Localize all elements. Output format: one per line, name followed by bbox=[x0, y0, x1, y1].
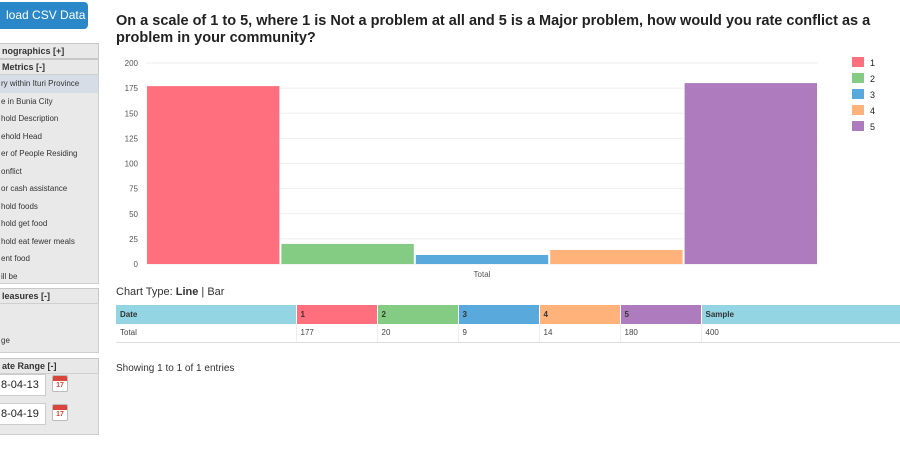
table-cell: 177 bbox=[296, 324, 378, 343]
table-row: Total 177 20 9 14 180 400 bbox=[116, 324, 900, 343]
legend-swatch bbox=[852, 121, 864, 131]
chart-legend: 1 2 3 4 5 bbox=[852, 57, 900, 137]
legend-label: 4 bbox=[870, 106, 876, 116]
bar-series-1[interactable] bbox=[147, 86, 280, 265]
metrics-section-toggle[interactable]: Metrics [-] bbox=[0, 59, 99, 75]
y-tick-label: 175 bbox=[125, 84, 139, 93]
table-cell: Total bbox=[116, 324, 297, 343]
legend-item[interactable]: 3 bbox=[852, 89, 900, 105]
calendar-icon[interactable]: 17 bbox=[52, 375, 68, 392]
measures-section-toggle[interactable]: leasures [-] bbox=[0, 288, 99, 304]
chart-type-selector: Chart Type: Line | Bar bbox=[116, 286, 224, 298]
sidebar: load CSV Data nographics [+] Metrics [-]… bbox=[0, 0, 100, 450]
bar-series-4[interactable] bbox=[550, 249, 683, 264]
start-date-input[interactable]: 8-04-13 bbox=[0, 374, 46, 396]
table-header-cell[interactable]: 4 bbox=[539, 305, 621, 324]
legend-swatch bbox=[852, 105, 864, 115]
legend-item[interactable]: 4 bbox=[852, 105, 900, 121]
demographics-section-toggle[interactable]: nographics [+] bbox=[0, 43, 99, 59]
legend-label: 1 bbox=[870, 58, 876, 68]
chart-type-bar-link[interactable]: Bar bbox=[207, 286, 225, 298]
metric-item[interactable]: ent food bbox=[1, 254, 30, 263]
bar-chart: 0 25 50 75 100 125 150 175 200 Total bbox=[125, 59, 818, 279]
metric-item[interactable]: ry within Ituri Province bbox=[0, 75, 98, 93]
metric-item[interactable]: ehold Head bbox=[1, 131, 42, 141]
table-header-cell[interactable]: Sample bbox=[701, 305, 900, 324]
metric-item[interactable]: hold get food bbox=[1, 219, 48, 228]
measure-item[interactable]: ge bbox=[1, 336, 10, 345]
metric-item[interactable]: er of People Residing bbox=[1, 149, 78, 158]
table-header-cell[interactable]: Date bbox=[116, 305, 297, 324]
end-date-input[interactable]: 8-04-19 bbox=[0, 403, 46, 425]
calendar-icon[interactable]: 17 bbox=[52, 404, 68, 421]
legend-item[interactable]: 5 bbox=[852, 121, 900, 137]
y-tick-label: 75 bbox=[129, 185, 138, 194]
metrics-list: ry within Ituri Province e in Bunia City… bbox=[0, 74, 99, 284]
data-table: Date 1 2 3 4 5 Sample Total 177 20 9 14 180 400 bbox=[116, 305, 900, 343]
y-tick-label: 200 bbox=[125, 59, 139, 68]
table-info: Showing 1 to 1 of 1 entries bbox=[116, 363, 235, 374]
bar-series-2[interactable] bbox=[281, 243, 414, 264]
legend-swatch bbox=[852, 73, 864, 83]
bar-series-3[interactable] bbox=[415, 254, 549, 264]
table-header-row: Date 1 2 3 4 5 Sample bbox=[116, 305, 900, 324]
metric-item[interactable]: e in Bunia City bbox=[1, 96, 53, 106]
chart-type-separator: | bbox=[201, 286, 205, 298]
legend-swatch bbox=[852, 89, 864, 99]
table-header-cell[interactable]: 3 bbox=[458, 305, 540, 324]
start-date-row: 8-04-13 17 bbox=[0, 374, 99, 396]
legend-label: 5 bbox=[870, 122, 876, 132]
table-cell: 20 bbox=[377, 324, 459, 343]
metric-item[interactable]: hold foods bbox=[1, 201, 38, 211]
chart-title: On a scale of 1 to 5, where 1 is Not a p… bbox=[116, 13, 871, 46]
table-cell: 9 bbox=[458, 324, 540, 343]
legend-item[interactable]: 1 bbox=[852, 57, 900, 73]
legend-label: 2 bbox=[870, 74, 876, 84]
legend-item[interactable]: 2 bbox=[852, 73, 900, 89]
table-header-cell[interactable]: 5 bbox=[620, 305, 702, 324]
table-header-cell[interactable]: 2 bbox=[377, 305, 459, 324]
legend-label: 3 bbox=[870, 90, 876, 100]
metric-item[interactable]: ill be bbox=[1, 271, 18, 281]
chart-type-line-link[interactable]: Line bbox=[175, 286, 199, 298]
metric-item[interactable]: onflict bbox=[1, 166, 22, 176]
metric-item[interactable]: hold Description bbox=[1, 114, 59, 123]
table-header-cell[interactable]: 1 bbox=[296, 305, 378, 324]
chart-type-label: Chart Type: bbox=[116, 286, 173, 298]
date-range-section-toggle[interactable]: ate Range [-] bbox=[0, 358, 99, 374]
bar-series-5[interactable] bbox=[684, 83, 817, 264]
table-cell: 400 bbox=[701, 324, 900, 343]
table-cell: 14 bbox=[539, 324, 621, 343]
metric-item[interactable]: or cash assistance bbox=[1, 184, 68, 193]
table-cell: 180 bbox=[620, 324, 702, 343]
measures-list: ge bbox=[0, 303, 99, 353]
x-tick-label: Total bbox=[474, 270, 491, 279]
y-tick-label: 150 bbox=[125, 109, 139, 118]
y-tick-label: 0 bbox=[134, 260, 139, 269]
y-tick-label: 125 bbox=[125, 134, 139, 143]
y-tick-label: 100 bbox=[125, 160, 139, 169]
download-csv-button[interactable]: load CSV Data bbox=[0, 2, 88, 29]
legend-swatch bbox=[852, 57, 864, 67]
end-date-row: 8-04-19 17 bbox=[0, 403, 99, 425]
date-range-panel: 8-04-13 17 8-04-19 17 bbox=[0, 373, 99, 435]
y-tick-label: 50 bbox=[129, 210, 138, 219]
metric-item[interactable]: hold eat fewer meals bbox=[1, 236, 75, 246]
y-tick-label: 25 bbox=[129, 235, 138, 244]
